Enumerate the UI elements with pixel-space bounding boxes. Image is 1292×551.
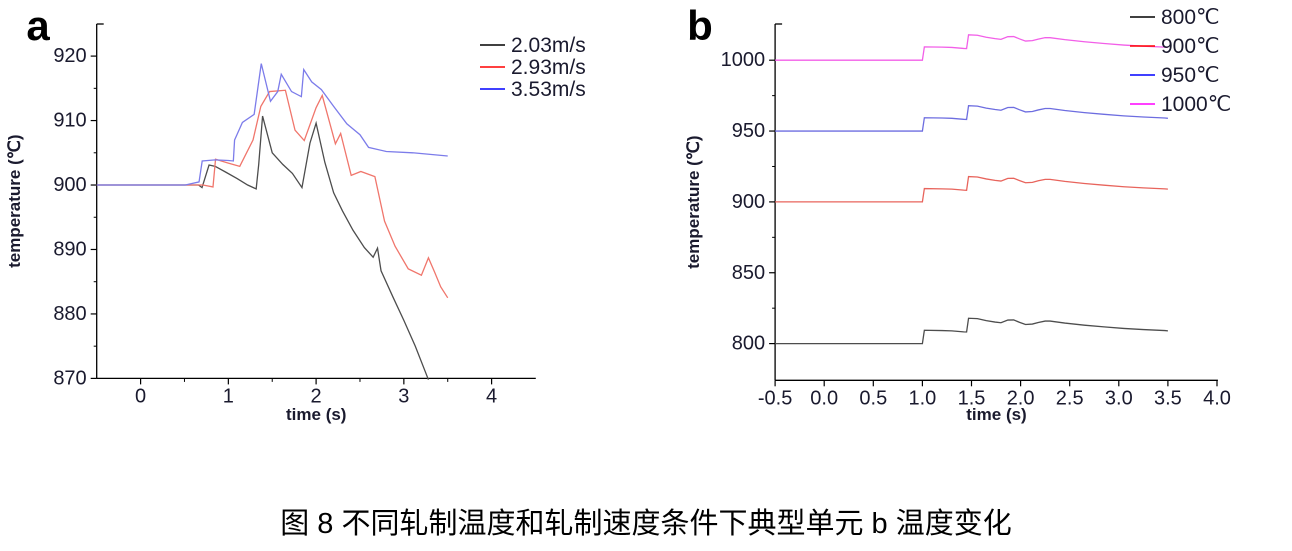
svg-text:900: 900 bbox=[732, 191, 765, 213]
svg-text:800: 800 bbox=[732, 333, 765, 355]
svg-text:3.53m/s: 3.53m/s bbox=[511, 78, 586, 101]
svg-text:850: 850 bbox=[732, 262, 765, 284]
svg-text:2.03m/s: 2.03m/s bbox=[511, 34, 586, 57]
svg-text:3.0: 3.0 bbox=[1105, 387, 1133, 409]
svg-text:3: 3 bbox=[398, 385, 409, 407]
svg-text:b: b bbox=[687, 2, 713, 49]
svg-text:900℃: 900℃ bbox=[1161, 35, 1220, 58]
svg-text:1: 1 bbox=[223, 385, 234, 407]
svg-text:1000℃: 1000℃ bbox=[1161, 93, 1231, 116]
svg-text:950℃: 950℃ bbox=[1161, 64, 1220, 87]
svg-text:920: 920 bbox=[53, 45, 86, 67]
svg-text:2.5: 2.5 bbox=[1056, 387, 1084, 409]
svg-text:4: 4 bbox=[486, 385, 497, 407]
svg-text:a: a bbox=[26, 2, 50, 49]
svg-text:950: 950 bbox=[732, 120, 765, 142]
svg-text:temperature (℃): temperature (℃) bbox=[684, 135, 703, 268]
svg-text:900: 900 bbox=[53, 174, 86, 196]
svg-text:2.93m/s: 2.93m/s bbox=[511, 56, 586, 79]
svg-text:4.0: 4.0 bbox=[1203, 387, 1231, 409]
svg-text:0: 0 bbox=[135, 385, 146, 407]
svg-text:-0.5: -0.5 bbox=[758, 387, 792, 409]
svg-text:800℃: 800℃ bbox=[1161, 6, 1220, 29]
svg-text:0.5: 0.5 bbox=[859, 387, 887, 409]
svg-text:temperature (℃): temperature (℃) bbox=[5, 134, 24, 267]
svg-text:910: 910 bbox=[53, 110, 86, 132]
svg-text:time (s): time (s) bbox=[286, 405, 346, 424]
svg-text:0.0: 0.0 bbox=[810, 387, 838, 409]
svg-text:870: 870 bbox=[53, 367, 86, 389]
svg-text:time (s): time (s) bbox=[966, 405, 1026, 424]
svg-text:1000: 1000 bbox=[721, 49, 766, 71]
svg-text:880: 880 bbox=[53, 303, 86, 325]
svg-text:890: 890 bbox=[53, 238, 86, 260]
svg-text:3.5: 3.5 bbox=[1154, 387, 1182, 409]
svg-text:1.0: 1.0 bbox=[908, 387, 936, 409]
